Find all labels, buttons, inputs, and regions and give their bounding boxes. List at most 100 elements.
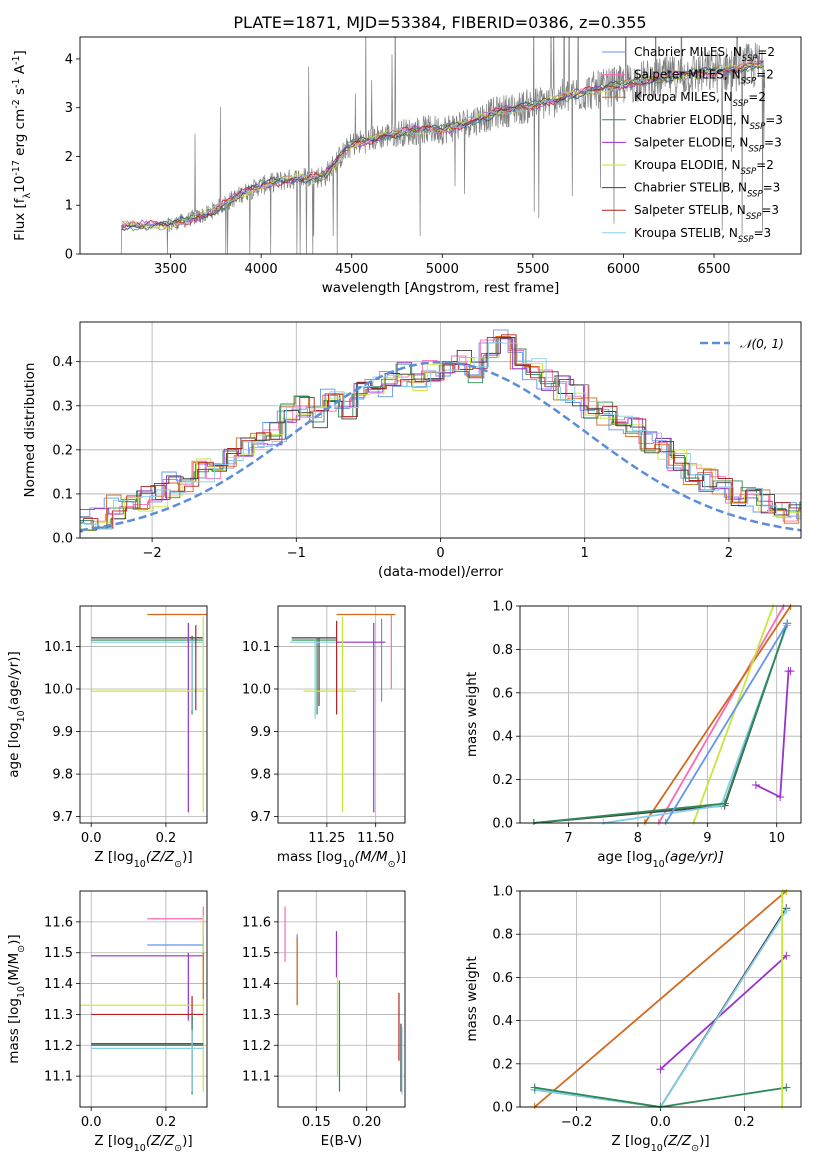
weight-vs-age-ytick-label: 0.2 xyxy=(492,773,513,788)
weight-vs-age-series-salpeter_miles xyxy=(658,605,785,824)
legend-subscript: SSP xyxy=(738,235,754,245)
weight-vs-age-xlabel-part: (age/yr)] xyxy=(665,849,724,865)
residuals-xtick-label: −1 xyxy=(287,546,306,561)
weight-vs-age-ytick-label: 0.6 xyxy=(492,686,513,701)
mass-vs-ebv-ytick-label: 11.2 xyxy=(242,1039,271,1054)
spectrum-xtick-label: 3500 xyxy=(154,262,187,277)
spectrum-xtick-label: 6500 xyxy=(697,262,730,277)
mass-vs-metallicity-errorbar-chabrier_elodie xyxy=(91,1014,204,1095)
weight-vs-age-xtick-label: 10 xyxy=(768,831,785,846)
spectrum-ylabel-part: A xyxy=(12,64,28,78)
age-vs-mass-xtick-label: 11.25 xyxy=(308,831,345,846)
spectrum-plot-area xyxy=(116,37,766,254)
age-vs-mass-ytick-label: 10.1 xyxy=(242,640,271,655)
legend-suffix: =3 xyxy=(763,181,781,195)
weight-vs-age-series-chabrier_miles xyxy=(664,622,788,824)
spectrum-xtick-label: 6000 xyxy=(607,262,640,277)
weight-vs-age-series-salpeter_elodie xyxy=(755,670,791,799)
age-vs-mass-xlabel: mass [log10(M/M⊙)] xyxy=(277,849,406,870)
legend-label: Kroupa STELIB, N xyxy=(634,226,738,240)
mass-vs-metallicity-ytick-label: 11.3 xyxy=(44,1008,73,1023)
weight-vs-age-marker-salpeter_elodie xyxy=(776,792,785,801)
residuals-plot-area xyxy=(80,329,801,533)
legend-suffix: =2 xyxy=(757,45,775,59)
weight-vs-metallicity-xlabel-part: (Z/Z xyxy=(663,1133,692,1149)
legend-suffix: =3 xyxy=(764,135,782,149)
age-vs-mass-ytick-label: 9.9 xyxy=(250,725,271,740)
age-vs-mass-errorbar-chabrier_stelib xyxy=(291,637,337,706)
figure-title: PLATE=1871, MJD=53384, FIBERID=0386, z=0… xyxy=(233,13,646,32)
age-vs-metallicity-xlabel-part: )] xyxy=(182,849,193,865)
mass-vs-metallicity-frame xyxy=(79,890,208,1108)
legend-entry-kroupa_miles: Kroupa MILES, NSSP=2 xyxy=(634,90,766,109)
mass-vs-metallicity-ylabel-part: ⊙ xyxy=(16,945,27,953)
age-vs-mass-xlabel-part: (M/M xyxy=(355,849,388,865)
residuals-xlabel: (data-model)/error xyxy=(378,564,504,580)
mass-vs-metallicity-xlabel-part: ⊙ xyxy=(174,1143,182,1154)
mass-vs-metallicity-ytick-label: 11.5 xyxy=(44,946,73,961)
mass-vs-metallicity-xtick-label: 0.2 xyxy=(156,1115,177,1130)
age-vs-metallicity-ytick-label: 9.8 xyxy=(52,768,73,783)
weight-vs-age-ytick-label: 0.8 xyxy=(492,643,513,658)
weight-vs-metallicity-xtick-label: −0.2 xyxy=(561,1115,593,1130)
mass-vs-ebv-xlabel: E(B-V) xyxy=(321,1133,363,1149)
weight-vs-age-xlabel-part: age [log xyxy=(597,849,652,865)
weight-vs-metallicity-ytick-label: 0.0 xyxy=(492,1101,513,1116)
spectrum-xtick-label: 5000 xyxy=(426,262,459,277)
spectrum-ytick-label: 1 xyxy=(65,199,73,214)
mass-vs-metallicity-xtick-label: 0.0 xyxy=(81,1115,102,1130)
weight-vs-metallicity-xtick-label: 0.0 xyxy=(650,1115,671,1130)
weight-vs-age-ytick-label: 1.0 xyxy=(492,600,513,615)
spectrum-ylabel: Flux [fλ10-17 erg cm-2 s-1 A-1] xyxy=(11,50,33,241)
age-vs-metallicity-xtick-label: 0.2 xyxy=(156,831,177,846)
legend-subscript: SSP xyxy=(741,167,757,177)
spectrum-panel: 3500 4000 4500 5000 5500 6000 6500 0 1 2 3 4 wavelen… xyxy=(11,36,802,296)
legend-suffix: =3 xyxy=(765,113,783,127)
weight-vs-metallicity-marker-salpeter_elodie xyxy=(656,1065,665,1074)
weight-vs-age-marker-salpeter_elodie xyxy=(751,781,760,790)
weight-vs-age-marker-chabrier_miles xyxy=(783,619,792,628)
weight-vs-age-xtick-label: 7 xyxy=(564,831,572,846)
legend-entry-salpeter_elodie: Salpeter ELODIE, NSSP=3 xyxy=(634,135,782,154)
residuals-ytick-label: 0.4 xyxy=(52,355,73,370)
age-vs-metallicity-xlabel-part: Z [log xyxy=(94,849,133,865)
spectrum-ylabel-part: λ xyxy=(22,192,33,198)
age-vs-metallicity-errorbar-chabrier_elodie xyxy=(91,637,204,715)
age-vs-metallicity-xlabel: Z [log10(Z/Z⊙)] xyxy=(94,849,192,870)
legend-subscript: SSP xyxy=(742,54,758,64)
spectrum-model-line-chabrier_elodie xyxy=(121,62,764,232)
weight-vs-metallicity-panel: −0.2 0.0 0.2 0.0 0.2 0.4 0.6 0.8 1.0 Z [log10(Z/Z… xyxy=(464,885,802,1154)
weight-vs-age-series-kroupa_elodie xyxy=(692,605,775,824)
legend-label: Kroupa MILES, N xyxy=(634,90,733,104)
spectrum-data-line xyxy=(116,37,766,254)
spectrum-ylabel-part: s xyxy=(12,88,28,99)
spectrum-xtick-label: 5500 xyxy=(516,262,549,277)
age-vs-metallicity-ytick-label: 9.9 xyxy=(52,725,73,740)
residuals-ytick-label: 0.0 xyxy=(52,532,73,547)
weight-vs-metallicity-ytick-label: 0.6 xyxy=(492,971,513,986)
legend-entry-chabrier_stelib: Chabrier STELIB, NSSP=3 xyxy=(634,181,780,200)
weight-vs-metallicity-marker-kroupa_stelib xyxy=(782,906,791,915)
age-vs-mass-plot-area xyxy=(289,613,396,813)
residuals-ylabel: Normed distribution xyxy=(22,363,38,498)
weight-vs-metallicity-xlabel-part: ⊙ xyxy=(691,1143,699,1154)
mass-vs-ebv-ytick-label: 11.4 xyxy=(242,977,271,992)
weight-vs-age-ylabel: mass weight xyxy=(464,672,480,757)
weight-vs-metallicity-xlabel-part: )] xyxy=(699,1133,710,1149)
spectrum-xlabel: wavelength [Angstrom, rest frame] xyxy=(322,280,560,296)
residuals-ytick-label: 0.3 xyxy=(52,399,73,414)
mass-vs-metallicity-ytick-label: 11.2 xyxy=(44,1039,73,1054)
residuals-xtick-label: 0 xyxy=(436,546,444,561)
mass-vs-metallicity-errorbar-salpeter_elodie xyxy=(91,952,204,1021)
residuals-panel: −2 −1 0 1 2 0.0 0.1 0.2 0.3 0.4 (data-model)/error… xyxy=(22,321,802,580)
legend-entry-salpeter_stelib: Salpeter STELIB, NSSP=3 xyxy=(634,203,779,222)
residuals-ytick-label: 0.2 xyxy=(52,443,73,458)
mass-vs-metallicity-panel: 0.0 0.211.111.211.311.411.511.6Z [log10(Z… xyxy=(6,890,208,1154)
age-vs-metallicity-plot-area xyxy=(91,613,207,813)
age-vs-metallicity-errorbar-kroupa_stelib xyxy=(91,640,204,711)
legend-entry-chabrier_elodie: Chabrier ELODIE, NSSP=3 xyxy=(634,113,783,132)
residuals-histogram-kroupa_miles xyxy=(80,336,801,529)
legend-subscript: SSP xyxy=(750,122,766,132)
